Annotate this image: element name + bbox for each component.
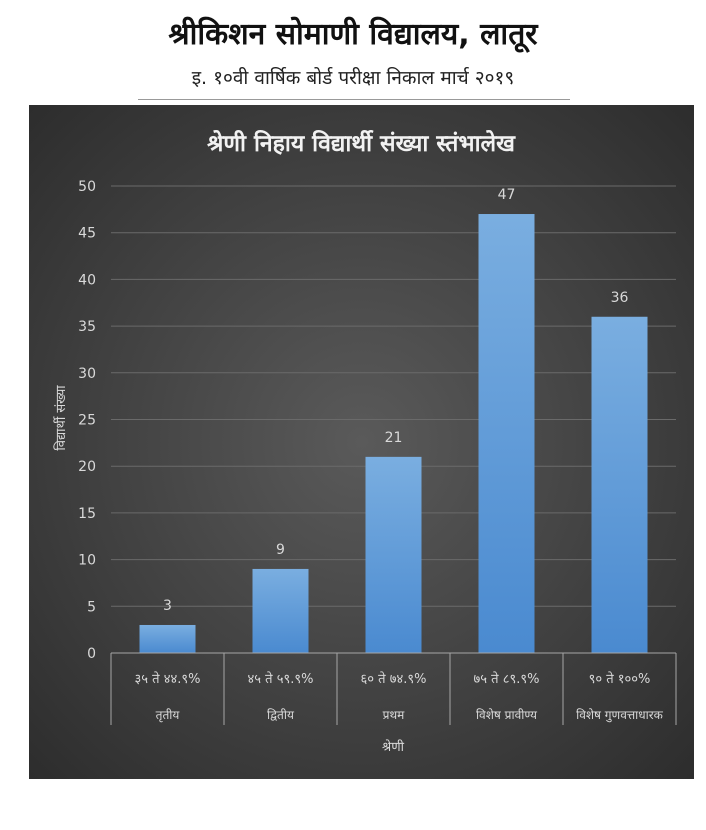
x-tick-grade: विशेष प्रावीण्य xyxy=(476,708,538,722)
chart-background xyxy=(29,105,694,779)
x-tick-grade: द्वितीय xyxy=(267,708,295,722)
bars xyxy=(139,214,648,653)
bar xyxy=(591,316,648,653)
y-tick-label: 30 xyxy=(78,366,96,382)
chart-title: श्रेणी निहाय विद्यार्थी संख्या स्तंभालेख xyxy=(207,129,516,157)
data-label: 47 xyxy=(498,187,516,203)
x-tick-range: ४५ ते ५९.९% xyxy=(248,671,314,687)
data-label: 21 xyxy=(385,430,403,446)
x-tick-range: ३५ ते ४४.९% xyxy=(135,671,201,687)
bar xyxy=(478,214,535,653)
x-axis: ३५ ते ४४.९% तृतीय ४५ ते ५९.९% द्वितीय ६० ते … xyxy=(110,652,677,725)
x-tick-grade: प्रथम xyxy=(383,708,405,722)
report-subtitle: इ. १०वी वार्षिक बोर्ड परीक्षा निकाल मार्… xyxy=(191,67,515,89)
y-tick-label: 20 xyxy=(78,459,96,475)
y-axis-title: विद्यार्थी संख्या xyxy=(53,385,69,451)
bar xyxy=(252,568,309,653)
x-axis-title: श्रेणी xyxy=(382,739,405,755)
x-tick-grade: विशेष गुणवत्ताधारक xyxy=(576,708,664,723)
y-tick-label: 15 xyxy=(78,506,96,522)
header-divider xyxy=(138,99,570,100)
y-tick-label: 25 xyxy=(78,413,96,429)
y-tick-label: 40 xyxy=(78,272,96,288)
data-label: 9 xyxy=(276,542,285,558)
y-tick-label: 50 xyxy=(78,179,96,195)
y-axis-ticks: 0 5 10 15 20 25 30 35 40 45 50 xyxy=(78,179,96,662)
data-label: 3 xyxy=(163,598,172,614)
bar-chart: श्रेणी निहाय विद्यार्थी संख्या स्तंभालेख… xyxy=(29,105,694,779)
y-tick-label: 10 xyxy=(78,553,96,569)
bar xyxy=(365,456,422,653)
x-tick-grade: तृतीय xyxy=(156,708,181,723)
y-tick-label: 45 xyxy=(78,226,96,242)
x-tick-range: ६० ते ७४.९% xyxy=(361,671,427,687)
x-tick-range: ९० ते १००% xyxy=(589,671,651,687)
y-tick-label: 0 xyxy=(87,646,96,662)
data-label: 36 xyxy=(611,290,629,306)
chart-panel: श्रेणी निहाय विद्यार्थी संख्या स्तंभालेख… xyxy=(29,105,694,779)
x-tick-range: ७५ ते ८९.९% xyxy=(474,671,540,687)
data-labels: 3 9 21 47 36 xyxy=(163,187,628,614)
bar xyxy=(139,624,196,653)
y-tick-label: 5 xyxy=(87,599,96,615)
y-tick-label: 35 xyxy=(78,319,96,335)
school-title: श्रीकिशन सोमाणी विद्यालय, लातूर xyxy=(168,17,538,52)
